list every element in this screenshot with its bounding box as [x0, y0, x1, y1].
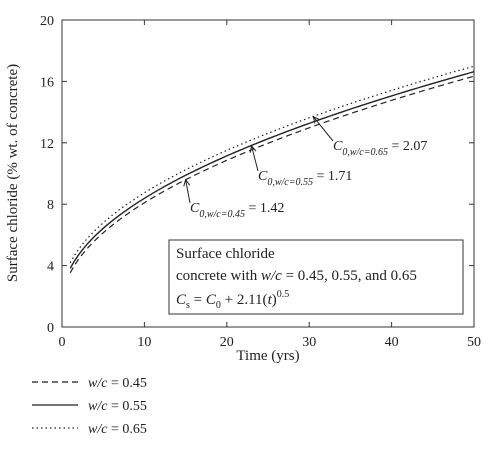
y-tick-label: 4 [47, 260, 54, 275]
annotation-label-045: C0,w/c=0.45 = 1.42 [190, 201, 284, 220]
y-axis-label: Surface chloride (% wt. of concrete) [5, 64, 21, 282]
x-axis-label: Time (yrs) [236, 348, 299, 364]
plot-area-frame [61, 19, 475, 328]
info-box-line-1: Surface chloride [176, 246, 275, 262]
annotation-label-065: C0,w/c=0.65 = 2.07 [333, 139, 427, 158]
y-tick-label: 20 [40, 14, 54, 29]
x-tick-label: 20 [220, 335, 234, 350]
y-tick-label: 12 [40, 137, 54, 152]
annotation-arrow-line [312, 116, 334, 142]
series-line-wc-065 [69, 65, 475, 264]
y-tick-label: 0 [47, 321, 54, 336]
x-tick-label: 50 [467, 335, 481, 350]
series-line-wc-055 [69, 71, 475, 269]
y-axis-ticks: 0 4 8 12 16 20 [40, 14, 474, 336]
annotation-arrow-line [251, 145, 259, 172]
x-axis-ticks: 0 10 20 30 40 50 [59, 20, 481, 350]
x-tick-label: 30 [302, 335, 316, 350]
annotation-arrow-head [249, 144, 257, 153]
y-tick-label: 16 [40, 75, 54, 90]
legend-label-065: w/c = 0.65 [88, 422, 147, 437]
y-tick-label: 8 [47, 198, 54, 213]
annotation-arrows [183, 115, 334, 204]
series-lines [69, 65, 475, 274]
x-tick-label: 0 [59, 335, 66, 350]
legend: w/c = 0.45 w/c = 0.55 w/c = 0.65 [32, 376, 147, 437]
x-tick-label: 40 [385, 335, 399, 350]
legend-label-055: w/c = 0.55 [88, 399, 147, 414]
annotation-arrow-head [183, 178, 191, 187]
x-tick-label: 10 [137, 335, 151, 350]
annotation-label-055: C0,w/c=0.55 = 1.71 [258, 169, 352, 188]
info-box [168, 239, 464, 315]
annotation-arrow-line [185, 179, 191, 204]
info-box-line-2: concrete with w/c = 0.45, 0.55, and 0.65 [176, 268, 417, 284]
info-box-line-3: Cs = C0 + 2.11(t)0.5 [176, 289, 289, 311]
series-line-wc-045 [69, 75, 475, 274]
legend-label-045: w/c = 0.45 [88, 376, 147, 391]
annotation-arrow-head [312, 115, 320, 124]
